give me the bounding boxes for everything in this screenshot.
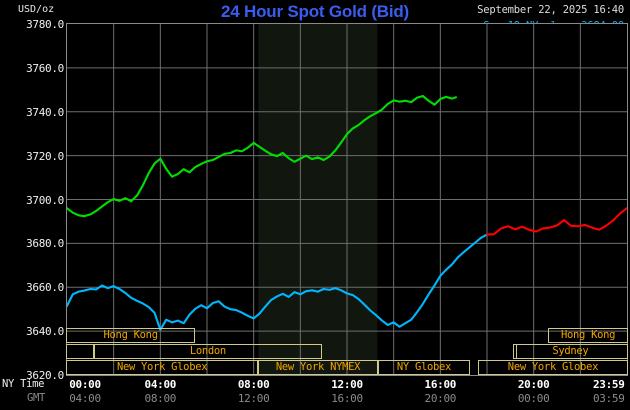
session-segment: New York NYMEX	[258, 360, 378, 375]
y-axis-tick-label: 3760.0	[26, 61, 64, 75]
timestamp: September 22, 2025 16:40	[477, 4, 624, 16]
session-segment: NY Globex	[377, 360, 471, 375]
plot-area	[66, 23, 628, 376]
x-axis-ny-tick: 00:00	[69, 378, 101, 391]
price-series-svg	[67, 24, 627, 375]
x-axis-gmt-tick: 20:00	[424, 392, 457, 405]
x-axis-ny-label: NY Time	[2, 378, 45, 390]
x-axis-ny-tick: 20:00	[517, 378, 550, 391]
y-axis-tick-label: 3720.0	[26, 149, 64, 163]
y-axis-tick-label: 3620.0	[26, 369, 64, 382]
x-axis-ny-tick: 16:00	[424, 378, 457, 391]
session-row: New York Globex New York NYMEX NY Globex Ne…	[66, 360, 628, 375]
price-line	[67, 233, 489, 331]
x-axis-ny-tick: 08:00	[237, 378, 270, 391]
session-row: London Sydney	[66, 344, 628, 359]
y-axis-tick-label: 3640.0	[26, 325, 64, 339]
session-segment: Sydney	[512, 344, 628, 359]
x-axis-gmt-tick: 00:00	[517, 392, 550, 405]
market-session-bars: Hong Kong Hong Kong London Sydney New York G…	[66, 328, 628, 376]
session-segment: New York Globex	[66, 360, 259, 375]
session-segment: London	[93, 344, 323, 359]
session-segment: Hong Kong	[66, 328, 196, 343]
y-axis-tick-label: 3780.0	[26, 18, 64, 31]
x-axis-gmt-tick: 12:00	[237, 392, 270, 405]
x-axis: NY Time GMT 00:00 04:00 08:00 12:00 16:00 20:…	[0, 378, 630, 410]
x-axis-ny-tick: 12:00	[331, 378, 363, 391]
x-axis-gmt-tick: 16:00	[331, 392, 363, 405]
session-segment: New York Globex	[477, 360, 628, 375]
x-axis-ny-tick: 04:00	[144, 378, 177, 391]
y-axis-tick-label: 3660.0	[26, 281, 64, 295]
price-line	[485, 207, 627, 236]
session-segment	[66, 344, 94, 359]
x-axis-ny-tick: 23:59	[592, 378, 625, 391]
y-axis-unit-label: USD/oz	[18, 4, 55, 15]
price-line	[67, 94, 458, 218]
x-axis-gmt-tick: 08:00	[144, 392, 177, 405]
page-title: 24 Hour Spot Gold (Bid)	[220, 2, 410, 21]
y-axis-tick-label: 3700.0	[26, 193, 64, 207]
x-axis-gmt-tick: 03:59	[592, 392, 625, 405]
session-row: Hong Kong Hong Kong	[66, 328, 628, 343]
session-segment: Hong Kong	[548, 328, 628, 343]
y-axis-tick-label: 3680.0	[26, 237, 64, 251]
y-axis-tick-label: 3740.0	[26, 105, 64, 119]
x-axis-gmt-label: GMT	[27, 392, 46, 404]
x-axis-gmt-tick: 04:00	[69, 392, 101, 405]
